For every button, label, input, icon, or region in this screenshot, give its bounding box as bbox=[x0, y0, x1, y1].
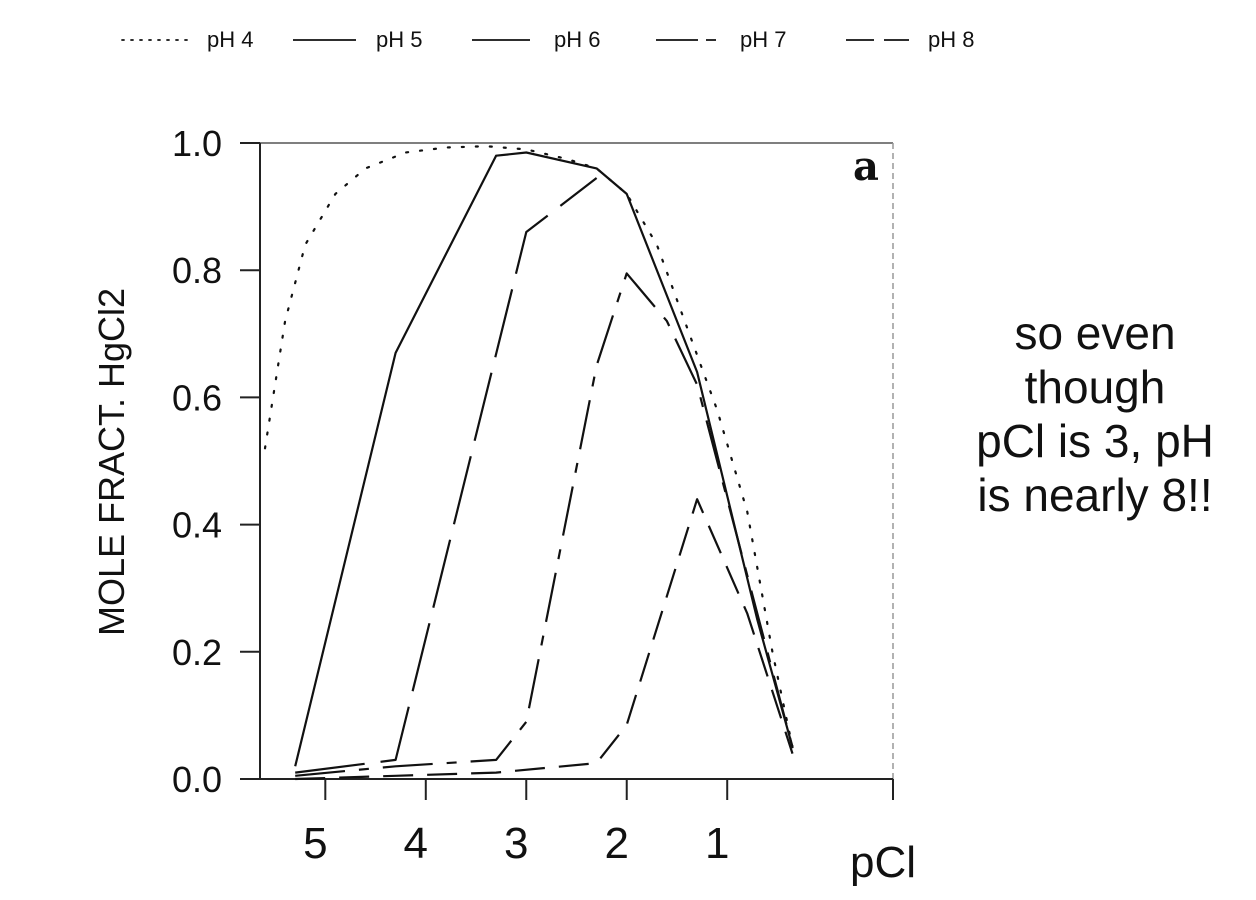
series-line-ph-7 bbox=[295, 273, 792, 775]
legend-label: pH 7 bbox=[740, 27, 786, 52]
y-tick-label: 1.0 bbox=[172, 123, 222, 164]
legend-label: pH 6 bbox=[554, 27, 600, 52]
plot-area: 0.0 0.2 0.4 0.6 0.8 1.0 5 4 3 2 1 a bbox=[172, 123, 893, 868]
legend-label: pH 4 bbox=[207, 27, 253, 52]
x-axis-title: pCl bbox=[850, 838, 916, 887]
y-tick-label: 0.2 bbox=[172, 632, 222, 673]
series-lines bbox=[265, 146, 793, 779]
y-tick-label: 0.6 bbox=[172, 377, 222, 418]
x-tick-label: 4 bbox=[404, 819, 428, 868]
x-tick-label: 5 bbox=[303, 819, 327, 868]
x-tick-label: 2 bbox=[604, 819, 628, 868]
annotation-line: so even bbox=[940, 306, 1250, 360]
series-line-ph-6 bbox=[295, 178, 596, 773]
x-tick-label: 3 bbox=[504, 819, 528, 868]
annotation-line: pCl is 3, pH bbox=[940, 414, 1250, 468]
y-tick-label: 0.0 bbox=[172, 759, 222, 800]
y-tick-label: 0.8 bbox=[172, 250, 222, 291]
legend: pH 4 pH 5 pH 6 pH 7 pH 8 bbox=[122, 27, 974, 52]
series-line-ph-5 bbox=[295, 153, 792, 767]
y-axis-ticks: 0.0 0.2 0.4 0.6 0.8 1.0 bbox=[172, 123, 260, 800]
x-axis-ticks: 5 4 3 2 1 bbox=[303, 779, 893, 868]
legend-label: pH 8 bbox=[928, 27, 974, 52]
annotation-line: is nearly 8!! bbox=[940, 468, 1250, 522]
annotation-note: so even though pCl is 3, pH is nearly 8!… bbox=[940, 306, 1250, 522]
legend-label: pH 5 bbox=[376, 27, 422, 52]
series-line-ph-8 bbox=[295, 499, 792, 779]
panel-label: a bbox=[853, 143, 879, 190]
annotation-line: though bbox=[940, 360, 1250, 414]
y-tick-label: 0.4 bbox=[172, 505, 222, 546]
y-axis-title: MOLE FRACT. HgCl2 bbox=[91, 288, 132, 636]
x-tick-label: 1 bbox=[705, 819, 729, 868]
